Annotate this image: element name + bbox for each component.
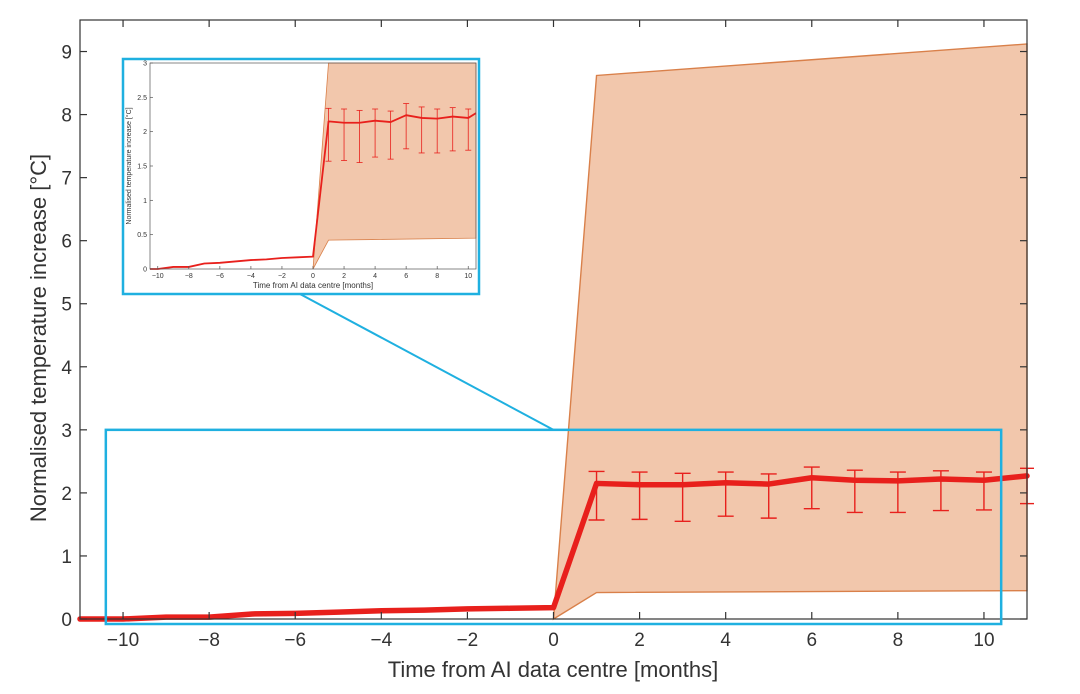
y-tick-label: 9: [61, 43, 72, 64]
inset-y-tick-label: 1.5: [137, 164, 147, 171]
x-tick-label: 2: [634, 630, 645, 651]
x-tick-label: 6: [806, 630, 817, 651]
confidence-band-layer: [552, 43, 1028, 621]
x-tick-label: 4: [720, 630, 731, 651]
inset-y-tick-label: 2: [143, 129, 147, 136]
y-tick-label: 8: [61, 106, 72, 127]
zoom-indicator-layer: [104, 293, 1003, 626]
zoom-connector: [299, 293, 554, 431]
x-tick-label: 10: [973, 630, 994, 651]
inset-x-tick-label: 2: [342, 273, 346, 280]
series-line: [77, 473, 1030, 622]
inset-y-tick-label: 0.5: [137, 232, 147, 239]
x-tick-label: −2: [457, 630, 479, 651]
inset-y-axis-label: Normalised temperature increase [°C]: [125, 107, 133, 224]
inset-x-tick-label: 6: [404, 273, 408, 280]
inset-x-tick-label: 10: [464, 273, 472, 280]
inset-x-tick-label: 8: [435, 273, 439, 280]
y-tick-label: 4: [61, 358, 72, 379]
inset-x-tick-label: 0: [311, 273, 315, 280]
inset-x-tick-label: −10: [152, 273, 164, 280]
inset-chart: −10 −8 −6 −4 −2 0 2 4 6 8 10 0 0.5 1 1.5 2 2.5 3 Time from…: [121, 57, 481, 296]
y-tick-label: 1: [61, 547, 72, 568]
y-tick-label: 5: [61, 295, 72, 316]
inset-x-tick-label: −8: [185, 273, 193, 280]
y-tick-label: 3: [61, 421, 72, 442]
x-tick-label: −8: [198, 630, 220, 651]
inset-x-tick-label: 4: [373, 273, 377, 280]
inset-y-tick-label: 2.5: [137, 95, 147, 102]
inset-x-tick-label: −4: [247, 273, 255, 280]
y-tick-label: 0: [61, 610, 72, 631]
x-tick-label: −4: [370, 630, 392, 651]
inset-x-tick-label: −2: [278, 273, 286, 280]
y-tick-label: 6: [61, 232, 72, 253]
inset-y-tick-label: 3: [143, 61, 147, 68]
y-axis-label: Normalised temperature increase [°C]: [26, 154, 51, 522]
inset-series-line: [150, 112, 477, 270]
inset-x-axis-label: Time from AI data centre [months]: [253, 281, 373, 290]
x-axis-label: Time from AI data centre [months]: [388, 657, 719, 682]
y-tick-label: 2: [61, 484, 72, 505]
y-tick-label: 7: [61, 169, 72, 190]
x-tick-label: −10: [107, 630, 139, 651]
x-tick-label: −6: [284, 630, 306, 651]
inset-x-tick-label: −6: [216, 273, 224, 280]
mean-line-layer: [77, 473, 1030, 622]
confidence-band: [552, 43, 1028, 621]
inset-y-tick-label: 1: [143, 198, 147, 205]
error-bars-layer: [588, 466, 1034, 522]
x-tick-label: 0: [548, 630, 559, 651]
inset-y-tick-label: 0: [143, 267, 147, 274]
x-tick-label: 8: [893, 630, 904, 651]
inset-confidence-band: [312, 62, 477, 270]
